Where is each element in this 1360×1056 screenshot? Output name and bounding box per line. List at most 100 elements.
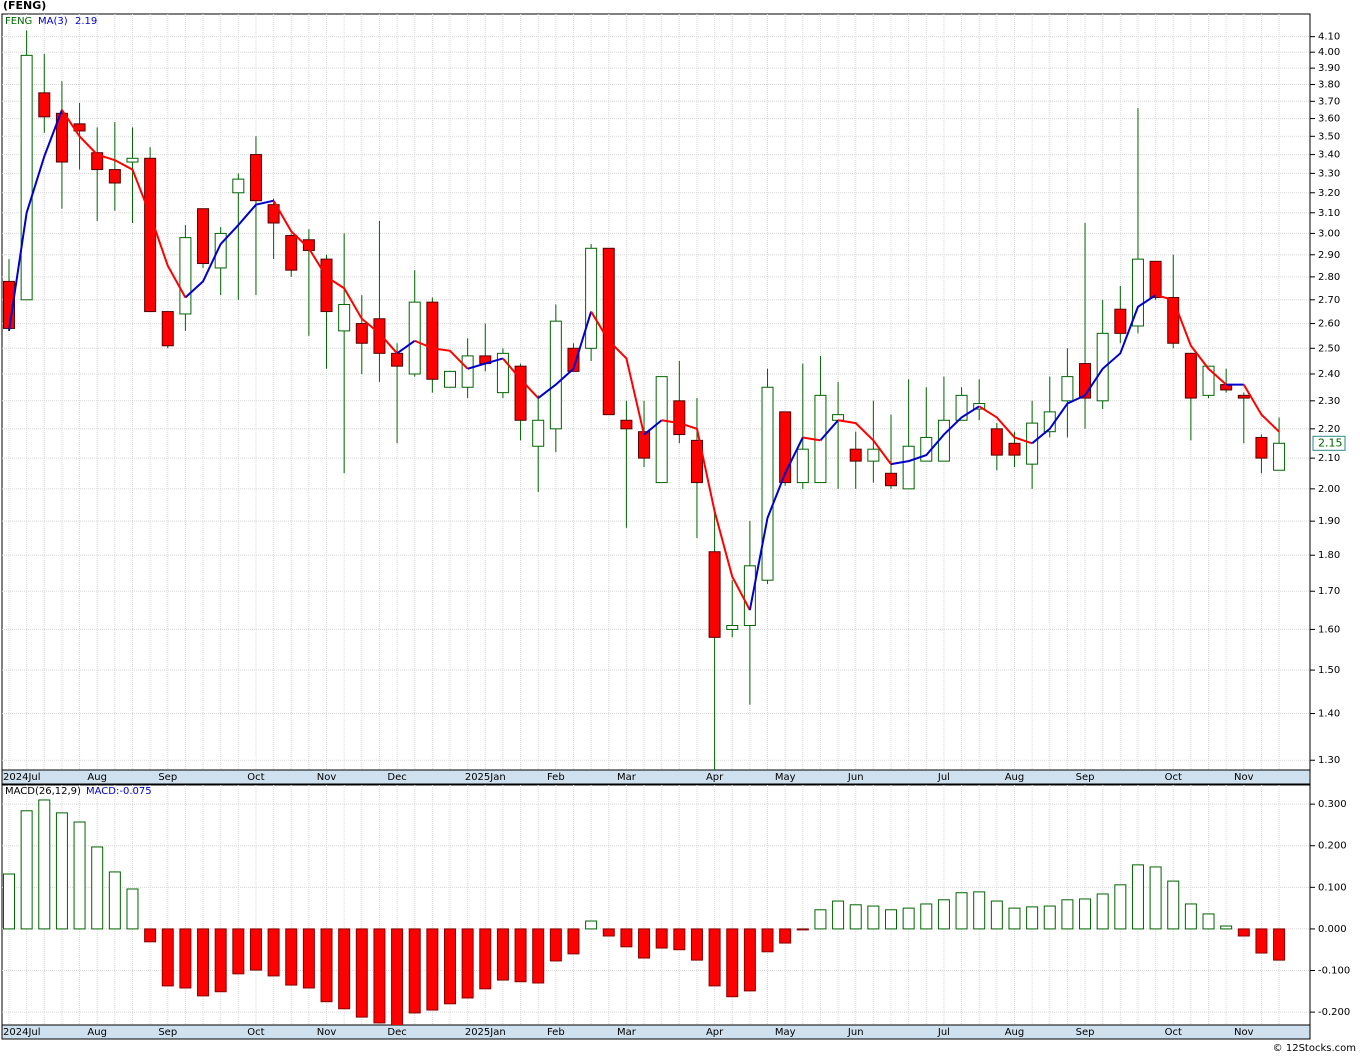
- macd-bar: [1061, 899, 1074, 930]
- y-tick-label: 2.30: [1318, 396, 1340, 407]
- y-tick-label: 2.70: [1318, 295, 1340, 306]
- ma-line: [1031, 294, 1157, 445]
- ma-line: [802, 436, 821, 442]
- macd-bar: [673, 928, 686, 951]
- candle-body: [902, 445, 915, 490]
- candle-body: [832, 414, 845, 421]
- x-tick-label: 2024Jul: [3, 772, 41, 783]
- y-tick-label: 1.70: [1318, 586, 1340, 597]
- ma-line: [184, 199, 274, 299]
- macd-bar: [461, 928, 474, 999]
- candle-body: [214, 232, 227, 269]
- y-tick-label: 2.40: [1318, 369, 1340, 380]
- ma-line: [502, 357, 539, 399]
- ma-line: [661, 419, 751, 611]
- ma-line: [978, 405, 1033, 445]
- macd-bar: [655, 928, 668, 949]
- candle-body: [549, 320, 562, 430]
- candle-body: [285, 235, 298, 271]
- candle-body: [355, 323, 368, 344]
- candle-body: [1079, 363, 1092, 399]
- macd-bar: [1149, 866, 1162, 930]
- x-tick-label: Aug: [1005, 772, 1025, 783]
- x-tick-label: May: [775, 1027, 796, 1038]
- macd-bar: [920, 903, 933, 930]
- y-tick-label: 4.00: [1318, 47, 1340, 58]
- legend-ma: MA(3): [38, 16, 68, 27]
- candle-body: [937, 419, 950, 462]
- x-tick-label: Apr: [706, 1027, 724, 1038]
- candle-body: [673, 400, 686, 436]
- macd-bar: [391, 928, 404, 1025]
- macd-bar: [373, 928, 386, 1024]
- y-tick-label: 2.50: [1318, 343, 1340, 354]
- macd-bar: [1096, 893, 1109, 930]
- macd-bar: [479, 928, 492, 990]
- x-tick-label: Jun: [847, 1027, 864, 1038]
- macd-bar: [937, 899, 950, 930]
- x-tick-label: Oct: [1165, 1027, 1182, 1038]
- macd-bar: [602, 928, 615, 937]
- ma-line: [819, 419, 839, 442]
- y-tick-label: -0.200: [1318, 1007, 1350, 1018]
- candle-body: [1061, 376, 1074, 402]
- macd-bar: [1220, 925, 1233, 930]
- candle-body: [514, 365, 527, 421]
- macd-bar: [214, 928, 227, 993]
- y-tick-label: 1.30: [1318, 755, 1340, 766]
- candle-body: [444, 370, 456, 388]
- macd-bar: [1026, 906, 1039, 930]
- candle-body: [161, 311, 174, 347]
- macd-bar: [426, 928, 439, 1011]
- x-tick-label: Oct: [247, 772, 264, 783]
- candle-body: [1149, 260, 1162, 298]
- candle-body: [179, 237, 192, 315]
- candle-body: [1096, 332, 1109, 402]
- macd-bar: [779, 928, 792, 944]
- x-tick-label: 2024Jul: [3, 1027, 41, 1038]
- candle-body: [779, 411, 792, 484]
- macd-bar: [320, 928, 333, 1003]
- candle-body: [620, 419, 633, 430]
- candle-body: [1008, 442, 1021, 456]
- candle-body: [690, 439, 703, 484]
- x-tick-label: Jul: [937, 772, 950, 783]
- candle-body: [1167, 296, 1180, 344]
- candle-body: [867, 448, 880, 462]
- candle-body: [408, 301, 421, 375]
- macd-bar: [249, 928, 262, 971]
- candle-body: [1273, 442, 1286, 471]
- y-tick-label: 3.70: [1318, 96, 1340, 107]
- macd-bar: [1237, 928, 1250, 937]
- macd-bar: [638, 928, 651, 959]
- ma-line: [748, 437, 804, 611]
- x-tick-label: Aug: [87, 1027, 107, 1038]
- x-tick-label: Dec: [387, 772, 406, 783]
- x-tick-label: Aug: [1005, 1027, 1025, 1038]
- x-tick-label: Mar: [617, 1027, 637, 1038]
- y-tick-label: 3.20: [1318, 188, 1340, 199]
- macd-bar: [849, 904, 862, 930]
- ma-line: [396, 339, 416, 355]
- candle-body: [55, 112, 68, 163]
- candle-body: [743, 565, 756, 627]
- y-tick-label: 4.10: [1318, 32, 1340, 43]
- candle-body: [990, 428, 1003, 456]
- candle-body: [638, 431, 651, 459]
- y-tick-label: 0.100: [1318, 882, 1347, 893]
- candle-body: [249, 154, 262, 202]
- last-price-label: 2.15: [1318, 436, 1343, 449]
- x-tick-label: Nov: [1234, 772, 1254, 783]
- macd-bar: [990, 900, 1003, 930]
- candle-body: [461, 355, 474, 388]
- candle-body: [108, 169, 121, 184]
- y-tick-label: 0.200: [1318, 841, 1347, 852]
- candle-body: [1255, 436, 1268, 459]
- x-tick-label: Jul: [937, 1027, 950, 1038]
- macd-bar: [197, 928, 210, 997]
- y-tick-label: 3.50: [1318, 131, 1340, 142]
- x-tick-label: Apr: [706, 772, 724, 783]
- ma-line: [414, 339, 469, 370]
- y-tick-label: 1.60: [1318, 624, 1340, 635]
